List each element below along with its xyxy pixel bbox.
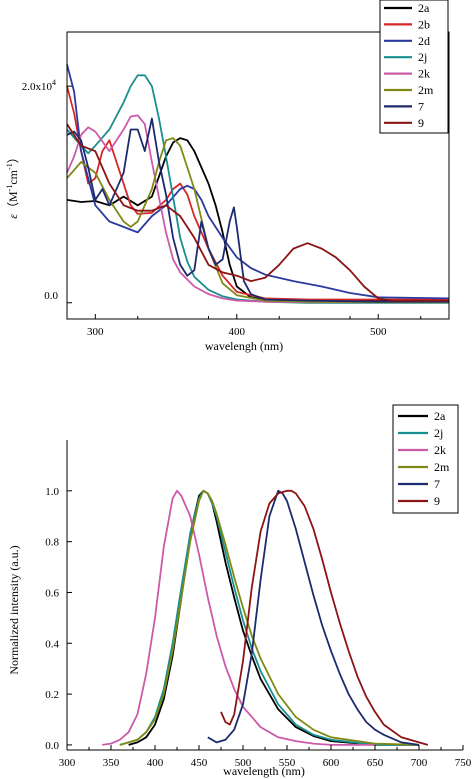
absorption-y-axis-title: ε（M-1cm-1）	[5, 151, 20, 218]
absorption-plot-frame	[66, 31, 450, 320]
emission-xtick-label-700: 700	[411, 757, 428, 769]
emission-ytick-label-1: 0.2	[45, 689, 59, 701]
emission-xtick-label-450: 450	[191, 757, 208, 769]
absorption-xtick-label-400: 400	[229, 326, 246, 338]
emission-ytick-label-2: 0.4	[45, 638, 59, 650]
emission-xtick-label-550: 550	[279, 757, 296, 769]
absorption-axis-ticks	[67, 85, 422, 319]
absorption-legend-label-2a: 2a	[418, 1, 430, 15]
absorption-series-9-line	[66, 123, 449, 302]
emission-xtick-label-300: 300	[59, 757, 76, 769]
emission-ytick-label-4: 0.8	[45, 537, 59, 549]
emission-series-2m-line	[119, 489, 420, 746]
emission-series-9-line	[220, 489, 429, 746]
absorption-series-7-line	[66, 117, 449, 303]
emission-legend-label-9: 9	[434, 494, 440, 508]
emission-ytick-label-5: 1.0	[45, 486, 59, 498]
absorption-legend-label-2k: 2k	[418, 67, 430, 81]
absorption-ytick-label-1: 2.0x104	[22, 78, 56, 93]
emission-xtick-label-500: 500	[235, 757, 252, 769]
emission-xtick-label-600: 600	[323, 757, 340, 769]
absorption-legend-label-2d: 2d	[418, 34, 430, 48]
absorption-series-2k-line	[66, 114, 449, 304]
emission-legend-box	[392, 404, 459, 514]
emission-y-axis-title: Normalized intensity (a.u.)	[7, 545, 21, 674]
emission-legend: 2a 2j 2k 2m 7 9	[392, 404, 459, 514]
emission-legend-label-2m: 2m	[434, 460, 450, 474]
absorption-series-2b-line	[66, 85, 449, 301]
absorption-legend: 2a 2b 2d 2j 2k 2m 7 9	[379, 0, 449, 134]
emission-ytick-label-0: 0.0	[45, 740, 59, 752]
absorption-legend-label-2j: 2j	[418, 50, 427, 64]
absorption-xtick-label-300: 300	[87, 326, 104, 338]
emission-legend-label-2j: 2j	[434, 426, 443, 440]
absorption-series-lines	[66, 64, 450, 304]
emission-xtick-label-350: 350	[103, 757, 120, 769]
emission-series-2k-line	[102, 489, 375, 746]
absorption-chart: 0.0 2.0x104 300 400 500 wavelengh (nm) ε（M…	[5, 0, 450, 353]
absorption-legend-label-2b: 2b	[418, 17, 430, 31]
emission-legend-label-2k: 2k	[434, 443, 446, 457]
emission-series-7-line	[207, 489, 420, 746]
emission-axis-ticks	[66, 490, 464, 750]
absorption-legend-label-7: 7	[418, 99, 424, 113]
absorption-series-2a-line	[66, 137, 449, 302]
absorption-ytick-label-0: 0.0	[44, 290, 58, 302]
emission-xtick-label-650: 650	[367, 757, 384, 769]
svg-text:ε（M-1cm-1）: ε（M-1cm-1）	[5, 151, 20, 218]
absorption-xtick-label-500: 500	[370, 326, 387, 338]
emission-legend-label-2a: 2a	[434, 409, 446, 423]
emission-x-axis-title: wavelength (nm)	[223, 764, 305, 778]
emission-legend-label-7: 7	[434, 477, 440, 491]
emission-xtick-label-400: 400	[147, 757, 164, 769]
emission-xtick-label-750: 750	[455, 757, 472, 769]
absorption-legend-box	[379, 0, 449, 134]
emission-ytick-label-3: 0.6	[45, 587, 59, 599]
absorption-x-axis-title: wavelengh (nm)	[205, 339, 283, 353]
emission-series-2j-line	[119, 489, 419, 746]
absorption-legend-label-9: 9	[418, 116, 424, 130]
absorption-series-2m-line	[66, 137, 449, 304]
emission-chart: 300 350 400 450 500 550 600 650 700 750 0.0 0.2 0.4…	[7, 404, 472, 778]
emission-series-2a-line	[128, 489, 419, 746]
emission-series-lines	[102, 489, 429, 746]
absorption-legend-label-2m: 2m	[418, 83, 434, 97]
